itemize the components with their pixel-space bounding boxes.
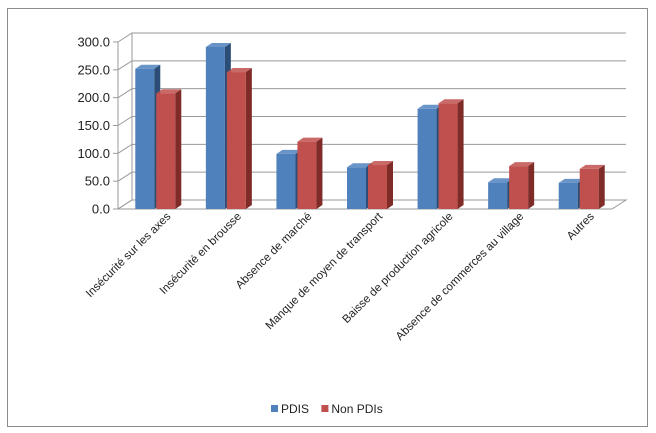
legend-label: PDIS — [281, 402, 309, 416]
y-tick-label: 250.0 — [77, 62, 110, 77]
bar-front — [579, 168, 599, 209]
bar-top — [347, 163, 372, 168]
bar — [297, 137, 323, 209]
bar — [226, 68, 252, 209]
bar-front — [488, 182, 508, 209]
bar-front — [226, 72, 246, 209]
bar — [579, 164, 605, 209]
bar — [438, 99, 464, 209]
chart-frame — [7, 8, 648, 427]
bar-front — [297, 141, 317, 209]
bar-top — [297, 137, 323, 142]
bar-top — [135, 64, 161, 69]
y-tick-label: 300.0 — [77, 35, 110, 50]
bar-front — [156, 93, 176, 209]
y-tick-label: 150.0 — [77, 118, 110, 133]
y-tick-label: 200.0 — [77, 90, 110, 105]
bar-side — [387, 161, 393, 209]
bar-top — [226, 68, 252, 73]
y-tick-label: 0.0 — [92, 202, 110, 217]
bar-top — [276, 149, 302, 154]
x-tick-label: Baisse de production agricole — [341, 211, 456, 326]
bar-top — [558, 178, 584, 183]
bar-front — [509, 166, 529, 209]
bar-top — [579, 164, 605, 169]
bar-front — [417, 108, 437, 209]
bar-top — [205, 43, 231, 48]
bar-side — [245, 68, 252, 209]
bar-top — [368, 161, 393, 166]
bar-top — [509, 162, 535, 167]
legend-swatch — [321, 405, 329, 412]
bar-front — [276, 153, 296, 209]
gridline — [117, 143, 626, 154]
bar-side — [528, 162, 535, 209]
legend: PDIS Non PDIs — [271, 402, 383, 416]
bar — [509, 162, 535, 209]
bar-top — [438, 99, 464, 104]
bar-side — [175, 89, 182, 209]
bar-front — [558, 182, 578, 209]
bar-side — [316, 137, 323, 209]
x-tick-label: Autres — [565, 210, 597, 242]
bars — [135, 43, 605, 210]
bar-front — [205, 47, 225, 210]
legend-label: Non PDIs — [331, 402, 382, 416]
bar — [368, 161, 393, 209]
bar — [156, 89, 182, 209]
bar-front — [368, 165, 387, 209]
x-tick-label: Absence de commerces au village — [394, 211, 526, 343]
gridline — [117, 32, 626, 43]
y-tick-label: 100.0 — [77, 146, 110, 161]
bar-top — [488, 178, 514, 183]
x-tick-label: Insécurité en brousse — [158, 211, 244, 297]
x-tick-label: Manque de moyen de transport — [264, 210, 386, 332]
y-axis-ticks: 0.0 50.0 100.0 150.0 200.0 250.0 300.0 — [77, 35, 110, 217]
bar-side — [457, 99, 464, 209]
gridline — [117, 116, 626, 126]
gridline — [117, 88, 626, 99]
legend-swatch — [271, 405, 278, 412]
x-tick-label: Absence de marché — [234, 211, 315, 292]
bar-top — [156, 89, 182, 94]
y-tick-label: 50.0 — [85, 174, 110, 189]
bar-front — [347, 167, 366, 209]
bar-front — [438, 103, 458, 209]
bar-side — [598, 164, 605, 209]
bar-front — [135, 68, 155, 209]
gridline — [117, 60, 626, 71]
bar-top — [417, 104, 443, 109]
